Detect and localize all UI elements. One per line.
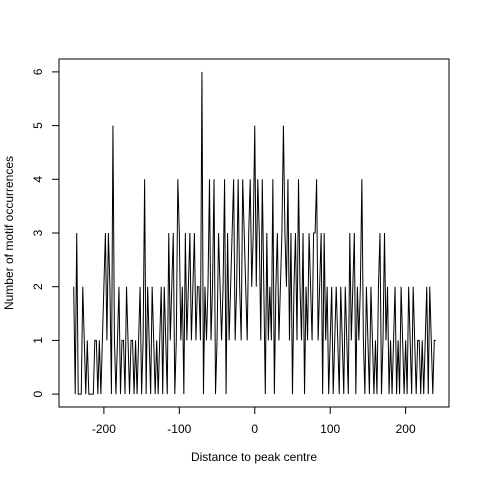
y-tick-label: 6 — [31, 68, 45, 75]
y-tick-label: 4 — [31, 176, 45, 183]
y-tick-label: 1 — [31, 337, 45, 344]
x-tick-label: -100 — [167, 422, 191, 436]
y-tick-label: 2 — [31, 283, 45, 290]
x-tick-label: 0 — [251, 422, 258, 436]
x-axis-title: Distance to peak centre — [191, 450, 317, 464]
y-tick-label: 0 — [31, 390, 45, 397]
x-tick-label: 200 — [396, 422, 416, 436]
y-axis-title: Number of motif occurrences — [2, 156, 16, 310]
x-tick-label: 100 — [320, 422, 340, 436]
y-tick-label: 3 — [31, 229, 45, 236]
x-tick-label: -200 — [92, 422, 116, 436]
y-tick-label: 5 — [31, 122, 45, 129]
data-line — [73, 71, 436, 395]
